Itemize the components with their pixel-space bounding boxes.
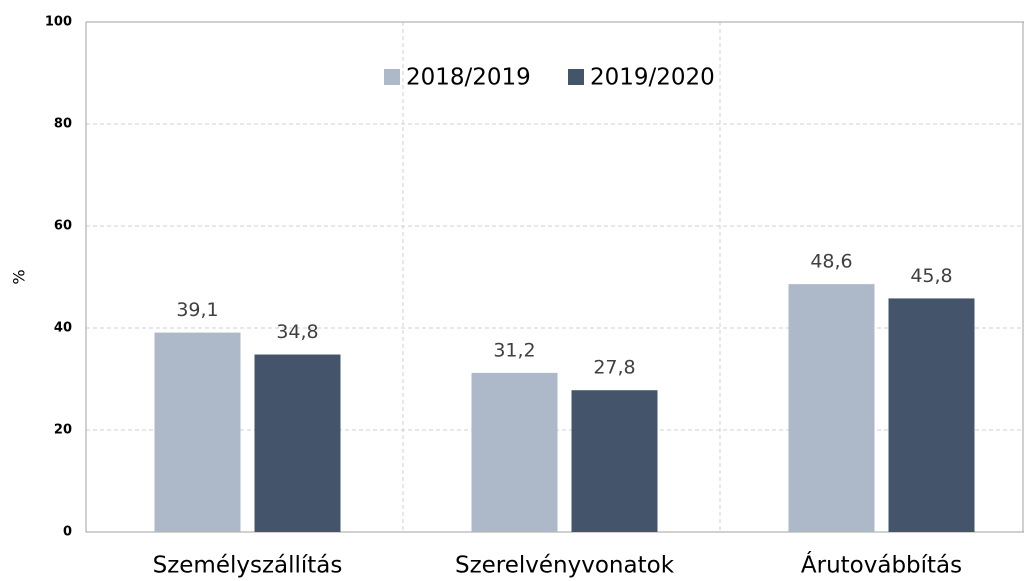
bar	[254, 354, 341, 532]
legend-label: 2018/2019	[406, 65, 531, 91]
legend-label: 2019/2020	[590, 65, 715, 91]
value-label: 45,8	[910, 265, 952, 287]
legend-swatch	[384, 69, 400, 85]
value-label: 27,8	[593, 357, 635, 379]
x-tick-label: Szerelvényvonatok	[455, 553, 675, 579]
y-tick-label: 100	[45, 15, 72, 30]
bar	[154, 332, 241, 532]
y-axis-label: %	[10, 269, 29, 284]
x-tick-label: Árutovábbítás	[801, 551, 962, 579]
bar	[788, 284, 875, 532]
value-label: 39,1	[176, 299, 218, 321]
value-label: 48,6	[810, 251, 852, 273]
y-tick-label: 40	[54, 321, 72, 336]
value-label: 31,2	[493, 339, 535, 361]
x-tick-label: Személyszállítás	[153, 553, 343, 579]
bar	[571, 390, 658, 532]
y-tick-label: 60	[54, 219, 72, 234]
y-tick-label: 0	[63, 525, 72, 540]
legend-swatch	[568, 69, 584, 85]
bar	[888, 298, 975, 532]
y-tick-label: 80	[54, 117, 72, 132]
value-label: 34,8	[276, 321, 318, 343]
bar	[471, 372, 558, 532]
y-tick-label: 20	[54, 423, 72, 438]
